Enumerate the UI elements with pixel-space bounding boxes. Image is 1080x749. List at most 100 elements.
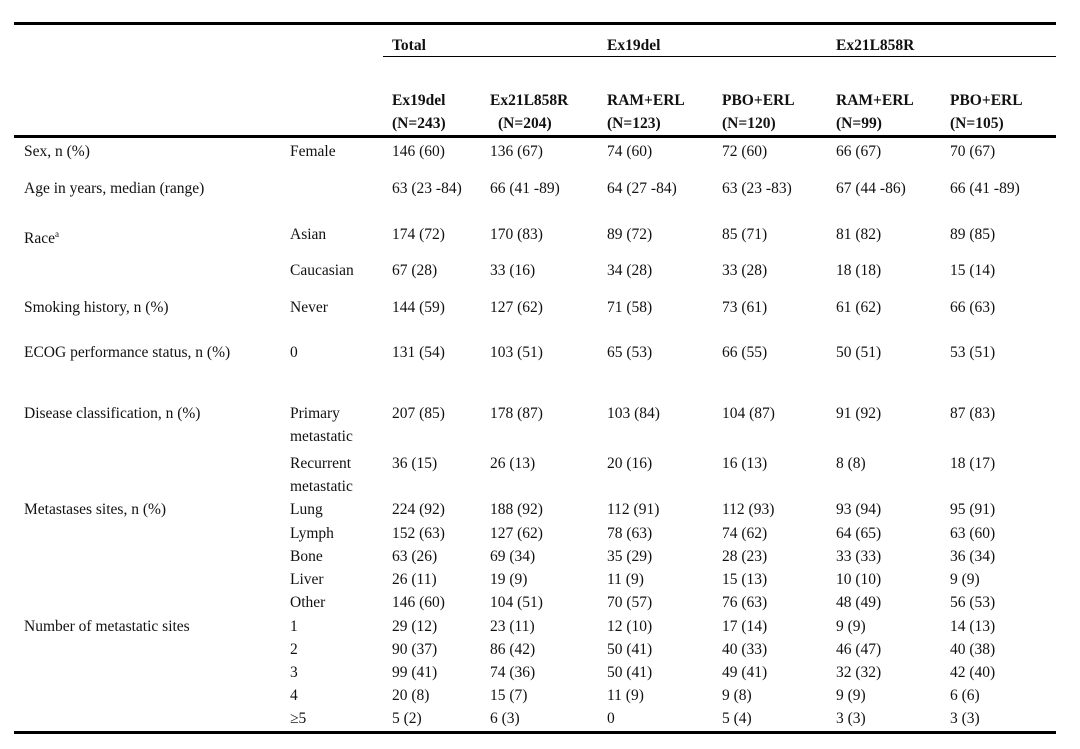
cell: 3 (3) xyxy=(950,710,980,727)
cell: 146 (60) xyxy=(392,143,445,160)
cell: 53 (51) xyxy=(950,344,996,361)
column-header: PBO+ERL xyxy=(722,92,795,109)
cell: 63 (23 -84) xyxy=(392,180,462,197)
column-header: RAM+ERL xyxy=(607,92,685,109)
cell: 56 (53) xyxy=(950,594,996,611)
cell: 70 (67) xyxy=(950,143,996,160)
cell: 9 (9) xyxy=(836,618,866,635)
cell: 66 (67) xyxy=(836,143,882,160)
column-header: PBO+ERL xyxy=(950,92,1023,109)
cell: 50 (41) xyxy=(607,664,653,681)
row-sublabel: 2 xyxy=(290,641,298,658)
cell: 36 (34) xyxy=(950,548,996,565)
cell: 19 (9) xyxy=(490,571,528,588)
cell: 74 (60) xyxy=(607,143,653,160)
cell: 103 (84) xyxy=(607,405,660,422)
cell: 81 (82) xyxy=(836,226,882,243)
cell: 0 xyxy=(607,710,615,727)
row-sublabel: Liver xyxy=(290,571,324,588)
group-rule xyxy=(383,56,1056,57)
cell: 89 (72) xyxy=(607,226,653,243)
column-header: Ex21L858R xyxy=(490,92,569,109)
cell: 93 (94) xyxy=(836,501,882,518)
footnote-marker: a xyxy=(54,229,59,239)
cell: 9 (8) xyxy=(722,687,752,704)
row-label: Disease classification, n (%) xyxy=(24,405,201,422)
cell: 127 (62) xyxy=(490,525,543,542)
cell: 86 (42) xyxy=(490,641,536,658)
column-header: (N=123) xyxy=(607,115,661,132)
cell: 15 (13) xyxy=(722,571,768,588)
row-label: Metastases sites, n (%) xyxy=(24,501,167,518)
row-sublabel: Caucasian xyxy=(290,262,354,279)
cell: 112 (91) xyxy=(607,501,660,518)
cell: 14 (13) xyxy=(950,618,996,635)
column-header: (N=243) xyxy=(392,115,446,132)
cell: 74 (62) xyxy=(722,525,768,542)
cell: 76 (63) xyxy=(722,594,768,611)
cell: 67 (28) xyxy=(392,262,438,279)
cell: 20 (8) xyxy=(392,687,430,704)
group-header: Ex19del xyxy=(607,37,661,54)
cell: 61 (62) xyxy=(836,299,882,316)
cell: 29 (12) xyxy=(392,618,438,635)
cell: 17 (14) xyxy=(722,618,768,635)
column-header: (N=120) xyxy=(722,115,776,132)
row-label: Number of metastatic sites xyxy=(24,618,190,635)
cell: 70 (57) xyxy=(607,594,653,611)
cell: 6 (6) xyxy=(950,687,980,704)
cell: 49 (41) xyxy=(722,664,768,681)
cell: 5 (2) xyxy=(392,710,422,727)
cell: 72 (60) xyxy=(722,143,768,160)
cell: 104 (51) xyxy=(490,594,543,611)
row-sublabel: 3 xyxy=(290,664,298,681)
cell: 18 (17) xyxy=(950,455,996,472)
cell: 103 (51) xyxy=(490,344,543,361)
cell: 11 (9) xyxy=(607,571,644,588)
cell: 146 (60) xyxy=(392,594,445,611)
cell: 10 (10) xyxy=(836,571,882,588)
header-rule xyxy=(14,135,1056,138)
row-sublabel: Female xyxy=(290,143,336,160)
row-sublabel: Primary metastatic xyxy=(290,405,353,445)
cell: 63 (60) xyxy=(950,525,996,542)
cell: 48 (49) xyxy=(836,594,882,611)
cell: 69 (34) xyxy=(490,548,536,565)
cell: 73 (61) xyxy=(722,299,768,316)
cell: 66 (55) xyxy=(722,344,768,361)
cell: 33 (33) xyxy=(836,548,882,565)
cell: 152 (63) xyxy=(392,525,445,542)
column-header: (N=99) xyxy=(836,115,882,132)
cell: 33 (16) xyxy=(490,262,536,279)
cell: 40 (33) xyxy=(722,641,768,658)
row-sublabel: Bone xyxy=(290,548,323,565)
cell: 127 (62) xyxy=(490,299,543,316)
cell: 15 (7) xyxy=(490,687,528,704)
cell: 50 (41) xyxy=(607,641,653,658)
cell: 64 (65) xyxy=(836,525,882,542)
bottom-rule xyxy=(14,731,1056,734)
cell: 178 (87) xyxy=(490,405,543,422)
row-sublabel: ≥5 xyxy=(290,710,307,727)
cell: 224 (92) xyxy=(392,501,445,518)
cell: 188 (92) xyxy=(490,501,543,518)
cell: 26 (13) xyxy=(490,455,536,472)
cell: 66 (63) xyxy=(950,299,996,316)
cell: 46 (47) xyxy=(836,641,882,658)
row-label: Smoking history, n (%) xyxy=(24,299,169,316)
row-sublabel: Lung xyxy=(290,501,323,518)
cell: 71 (58) xyxy=(607,299,653,316)
cell: 40 (38) xyxy=(950,641,996,658)
cell: 63 (26) xyxy=(392,548,438,565)
cell: 91 (92) xyxy=(836,405,882,422)
cell: 50 (51) xyxy=(836,344,882,361)
cell: 15 (14) xyxy=(950,262,996,279)
cell: 78 (63) xyxy=(607,525,653,542)
cell: 174 (72) xyxy=(392,226,445,243)
cell: 170 (83) xyxy=(490,226,543,243)
cell: 23 (11) xyxy=(490,618,535,635)
row-sublabel: Lymph xyxy=(290,525,334,542)
cell: 42 (40) xyxy=(950,664,996,681)
cell: 34 (28) xyxy=(607,262,653,279)
